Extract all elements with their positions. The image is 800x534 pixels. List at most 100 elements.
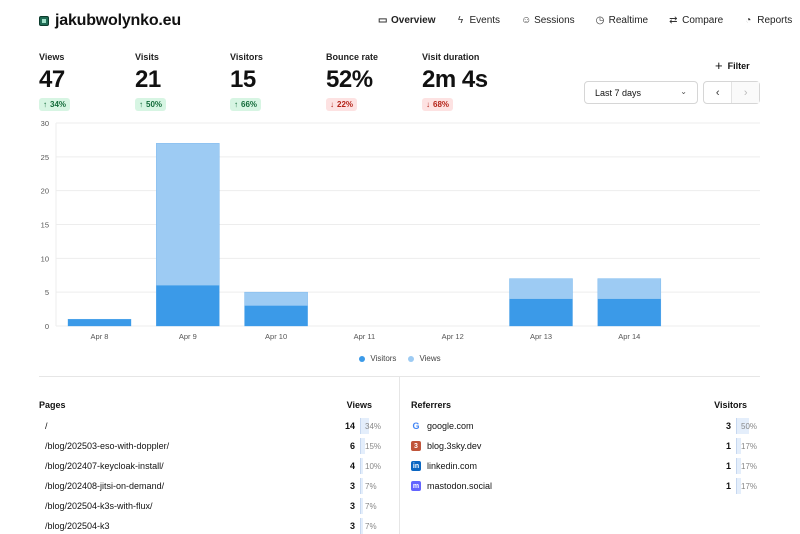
traffic-chart: 0 5 10 15 20 25 30 Apr 8 Apr 9 Apr 10 Apr 11 Apr 12… — [0, 110, 800, 370]
table-row[interactable]: m mastodon.social 1 17% — [411, 476, 760, 496]
filter-label: Filter — [727, 60, 750, 71]
percentage-fill — [361, 518, 363, 534]
user-icon: ☺ — [521, 15, 532, 26]
nav-overview[interactable]: ▭ Overview — [378, 15, 435, 26]
change-badge: ↑ 34% — [39, 98, 71, 111]
x-tick-label: Apr 10 — [265, 332, 287, 341]
table-row[interactable]: / 14 34% — [39, 416, 384, 436]
page-path[interactable]: /blog/202407-keycloak-install/ — [45, 461, 164, 471]
clock-icon: ◷ — [595, 15, 605, 26]
legend-item[interactable]: Views — [408, 354, 441, 363]
metric-value: 15 — [230, 66, 256, 93]
table-row[interactable]: /blog/202408-jitsi-on-demand/3 7% — [39, 476, 384, 496]
row-value: 1 — [725, 481, 731, 491]
date-pager: ‹ › — [703, 81, 760, 104]
percentage-fill — [361, 478, 363, 494]
bar-visitors — [597, 298, 661, 326]
filter-button[interactable]: + Filter — [715, 58, 750, 73]
row-percentage: 50% — [736, 418, 760, 434]
change-badge: ↓ 68% — [422, 98, 454, 111]
pages-list: / 14 34% /blog/202503-eso-with-doppler/6 15%… — [39, 416, 384, 534]
plus-icon: + — [715, 58, 723, 73]
row-percentage: 34% — [360, 418, 384, 434]
legend-dot — [359, 355, 366, 362]
table-row[interactable]: /blog/202407-keycloak-install/4 10% — [39, 456, 384, 476]
blog-icon: 3 — [411, 441, 421, 451]
referrers-header: Referrers Visitors — [411, 400, 760, 412]
row-value: 14 — [344, 421, 355, 431]
page-path[interactable]: /blog/202504-k3 — [45, 521, 110, 531]
nav-label: Reports — [757, 15, 793, 26]
nav-events[interactable]: ϟ Events — [456, 15, 500, 26]
nav-realtime[interactable]: ◷ Realtime — [596, 15, 648, 26]
page-path[interactable]: / — [45, 421, 48, 431]
row-value: 4 — [349, 461, 355, 471]
arrows-icon: ⇄ — [669, 15, 678, 26]
referrer-name[interactable]: mastodon.social — [427, 481, 493, 491]
percentage-text: 34% — [365, 421, 382, 431]
referrer-name[interactable]: linkedin.com — [427, 461, 478, 471]
metric-visit-duration: Visit duration 2m 4s ↓ 68% — [422, 52, 488, 112]
row-value: 1 — [725, 441, 731, 451]
next-period-button[interactable]: › — [731, 82, 759, 103]
y-tick-label: 0 — [45, 322, 49, 331]
mastodon-icon: m — [411, 481, 421, 491]
row-percentage: 7% — [360, 498, 384, 514]
metric-value: 21 — [135, 66, 161, 93]
linkedin-icon: in — [411, 461, 421, 471]
legend-dot — [408, 355, 415, 362]
table-row[interactable]: in linkedin.com 1 17% — [411, 456, 760, 476]
traffic-chart-svg: 0 5 10 15 20 25 30 Apr 8 Apr 9 Apr 10 Apr 11 Apr 12… — [41, 119, 760, 341]
metric-bounce-rate: Bounce rate 52% ↓ 22% — [326, 52, 378, 112]
percentage-text: 7% — [365, 521, 377, 531]
nav-reports[interactable]: ◔ Reports — [744, 15, 792, 26]
page-path[interactable]: /blog/202504-k3s-with-flux/ — [45, 501, 153, 511]
nav-label: Events — [469, 15, 501, 26]
table-row[interactable]: 3 blog.3sky.dev 1 17% — [411, 436, 760, 456]
table-row[interactable]: /blog/202503-eso-with-doppler/6 15% — [39, 436, 384, 456]
arrow-up-icon: ↑ — [139, 100, 143, 109]
section-divider — [39, 376, 760, 377]
percentage-fill — [737, 418, 749, 434]
y-tick-label: 5 — [45, 288, 49, 297]
bar-visitors — [68, 319, 131, 326]
referrer-name[interactable]: google.com — [427, 421, 474, 431]
arrow-down-icon: ↓ — [330, 100, 334, 109]
x-tick-label: Apr 12 — [442, 332, 464, 341]
chevron-left-icon: ‹ — [715, 86, 720, 99]
change-value: 22% — [337, 100, 354, 109]
change-badge: ↑ 66% — [230, 98, 262, 111]
legend-item[interactable]: Visitors — [359, 354, 396, 363]
percentage-fill — [361, 438, 365, 454]
date-range-select[interactable]: Last 7 days ⌄ — [584, 81, 698, 104]
pages-metric-label: Views — [346, 400, 372, 410]
y-tick-label: 20 — [41, 187, 49, 196]
page-path[interactable]: /blog/202408-jitsi-on-demand/ — [45, 481, 165, 491]
chevron-right-icon: › — [743, 86, 748, 99]
brand[interactable]: jakubwolynko.eu — [39, 12, 181, 30]
arrow-up-icon: ↑ — [43, 100, 47, 109]
table-row[interactable]: /blog/202504-k3 3 7% — [39, 516, 384, 534]
row-value: 3 — [349, 501, 355, 511]
chevron-down-icon: ⌄ — [680, 87, 687, 96]
legend-label: Visitors — [370, 354, 397, 363]
nav-label: Sessions — [534, 15, 575, 26]
row-value: 3 — [349, 481, 355, 491]
row-percentage: 7% — [360, 518, 384, 534]
table-row[interactable]: /blog/202504-k3s-with-flux/3 7% — [39, 496, 384, 516]
percentage-fill — [737, 478, 742, 494]
column-divider — [399, 377, 400, 534]
change-value: 68% — [433, 100, 450, 109]
row-value: 3 — [725, 421, 731, 431]
y-tick-label: 25 — [41, 153, 49, 162]
previous-period-button[interactable]: ‹ — [704, 82, 731, 103]
nav-sessions[interactable]: ☺ Sessions — [521, 15, 575, 26]
row-percentage: 15% — [360, 438, 384, 454]
site-logo-icon — [39, 16, 49, 26]
referrer-name[interactable]: blog.3sky.dev — [427, 441, 482, 451]
page-path[interactable]: /blog/202503-eso-with-doppler/ — [45, 441, 170, 451]
nav-compare[interactable]: ⇄ Compare — [669, 15, 723, 26]
legend-label: Views — [419, 354, 441, 363]
